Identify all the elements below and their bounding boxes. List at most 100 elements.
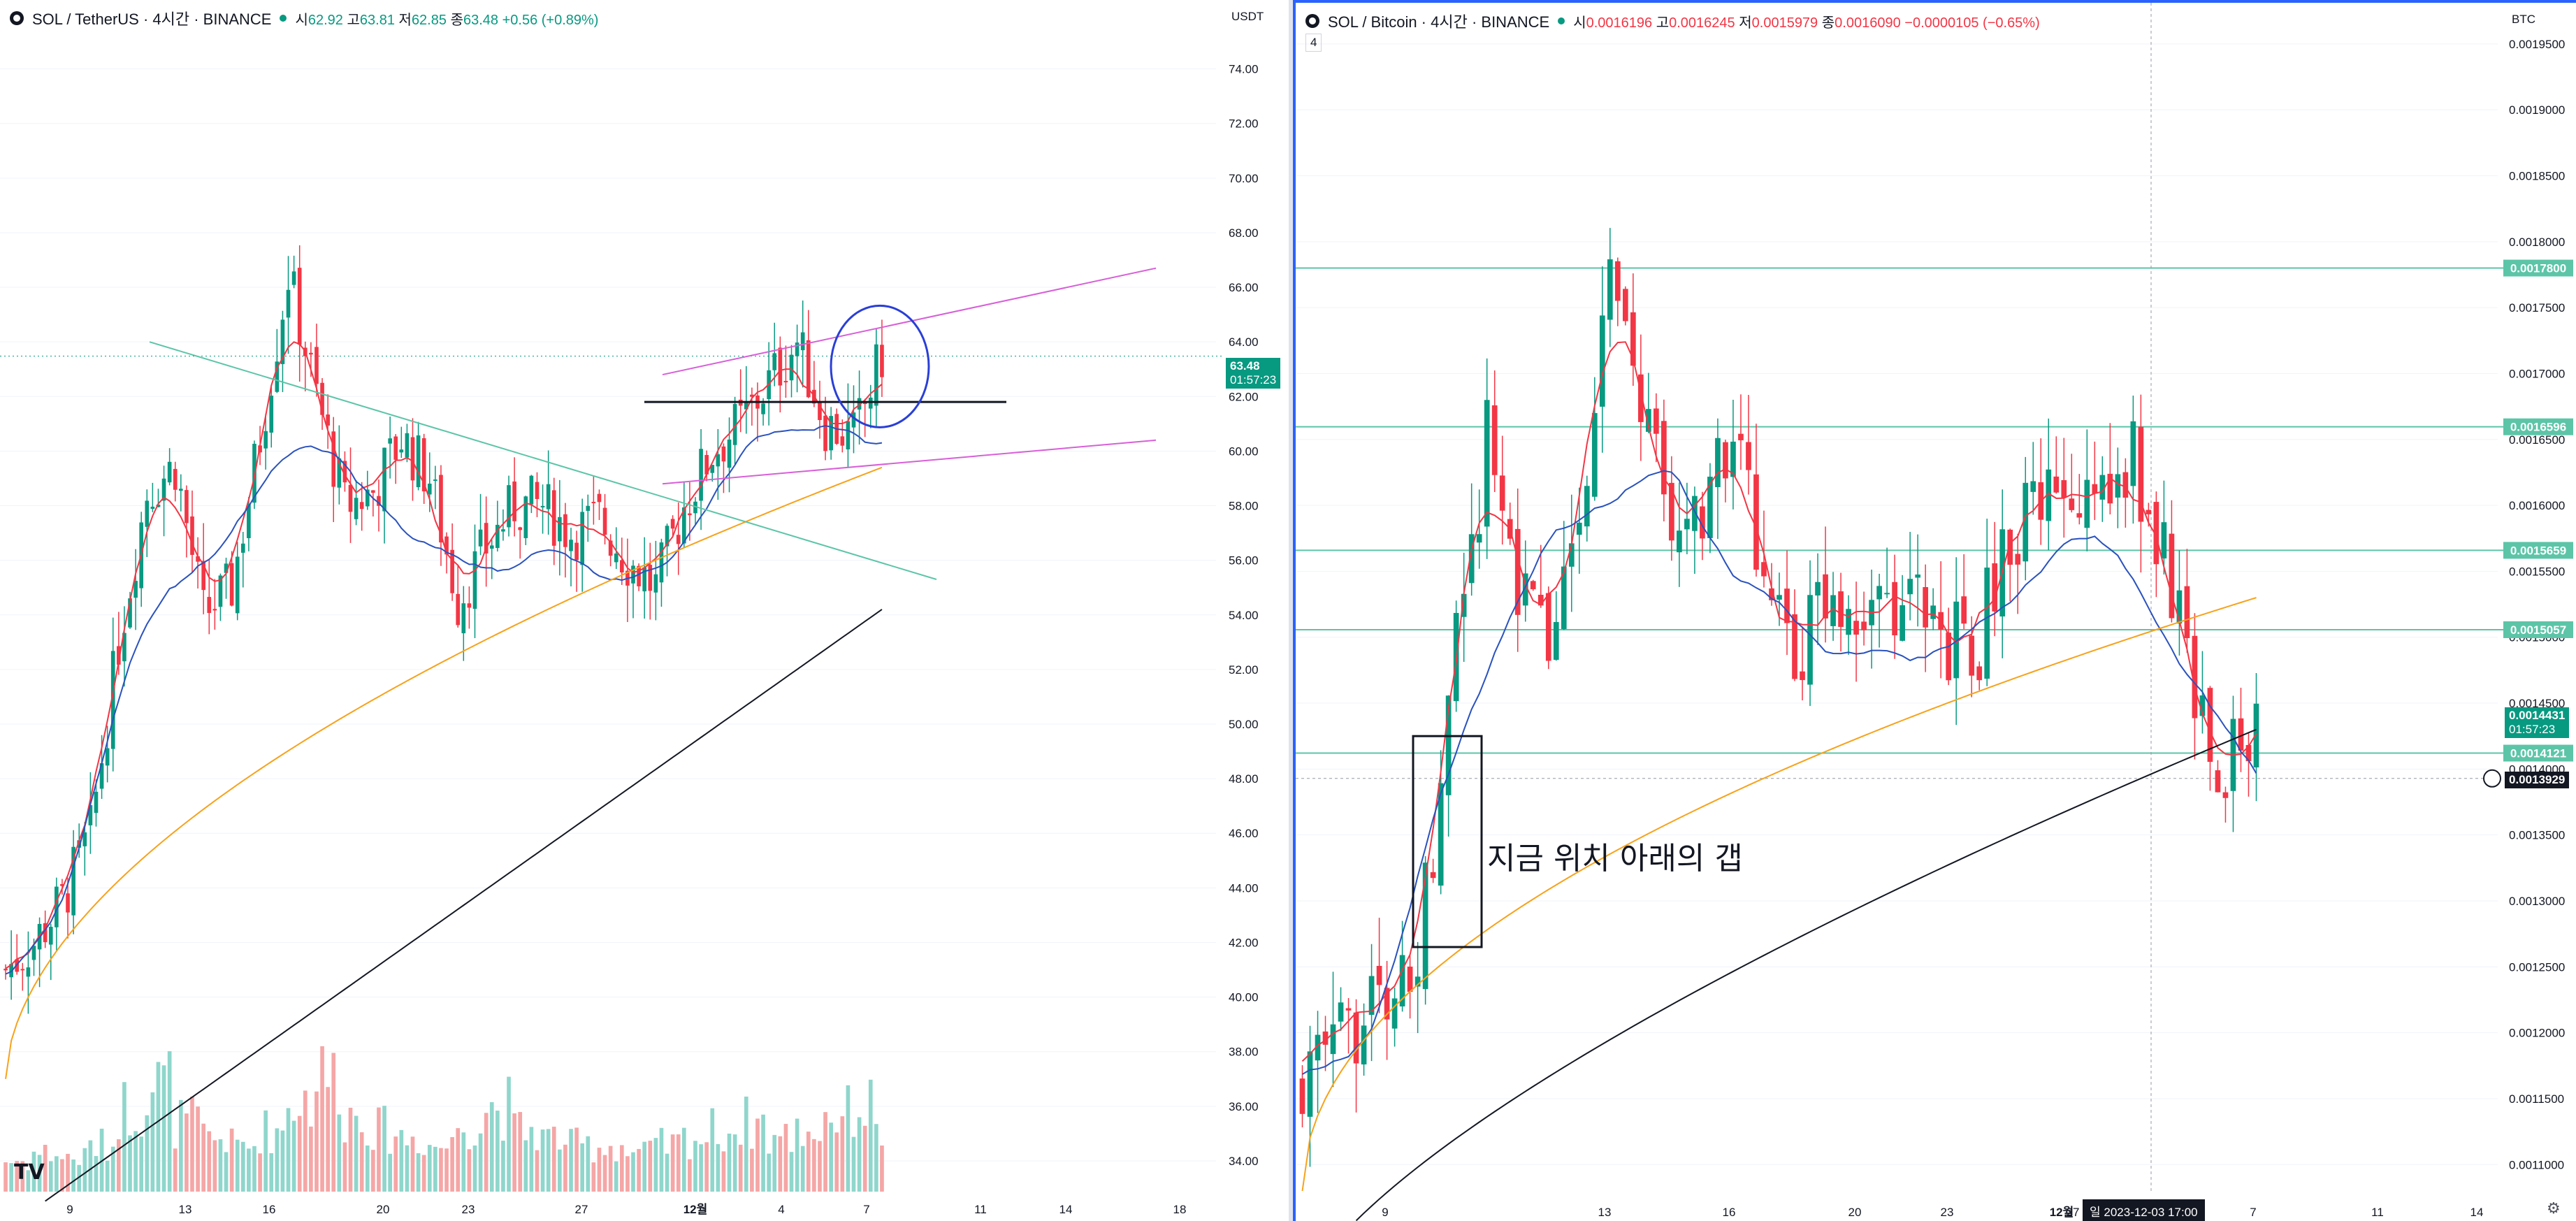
candle-body	[405, 433, 410, 458]
volume-bar	[880, 1146, 884, 1192]
candle-body	[1630, 312, 1636, 366]
volume-bar	[416, 1153, 421, 1192]
pane-divider[interactable]	[1289, 0, 1293, 1221]
volume-bar	[37, 1155, 42, 1192]
volume-bar	[388, 1153, 392, 1192]
candle-body	[862, 403, 867, 405]
candle-body	[2176, 590, 2183, 624]
candle-body	[461, 603, 466, 634]
volume-bar	[574, 1127, 579, 1192]
candle-body	[1330, 1024, 1336, 1055]
gap-highlight-box	[1412, 735, 1483, 948]
volume-bar	[178, 1099, 183, 1192]
candle-body	[427, 483, 432, 495]
volume-bar	[66, 1153, 70, 1192]
y-tick-label: 68.00	[1229, 226, 1259, 240]
candle-body	[110, 651, 115, 749]
candle-body	[212, 609, 217, 611]
candle-body	[1599, 315, 1605, 407]
candle-body	[1445, 695, 1452, 795]
candle-body	[1622, 289, 1628, 321]
candle-body	[795, 342, 799, 356]
volume-bar	[529, 1127, 534, 1192]
candle-body	[371, 490, 375, 493]
candle-body	[806, 340, 811, 398]
sol-usdt-chart[interactable]: 74.00 72.00 70.00 68.00 66.00 64.00 62.00 60.00…	[0, 0, 1289, 1221]
volume-bar	[840, 1116, 845, 1192]
candle-body	[1384, 988, 1390, 1020]
candle-body	[2030, 481, 2036, 492]
candle-body	[761, 403, 765, 414]
volume-bar	[156, 1062, 161, 1192]
volume-bar	[619, 1145, 624, 1192]
candle-body	[1561, 566, 1567, 630]
y-tick-label: 36.00	[1229, 1100, 1259, 1113]
volume-bar	[359, 1132, 364, 1192]
candle-body	[410, 437, 415, 481]
candle-body	[1700, 506, 1705, 539]
volume-bar	[772, 1134, 777, 1192]
volume-bar	[15, 1161, 20, 1192]
volume-bar	[862, 1125, 867, 1192]
candle-body	[495, 524, 500, 549]
x-tick-label: 14	[1059, 1203, 1073, 1216]
candle-body	[55, 886, 59, 927]
x-tick-label: 23	[1941, 1206, 1954, 1219]
candle-body	[105, 748, 110, 766]
candle-body	[178, 489, 183, 491]
x-tick-label: 9	[1382, 1206, 1388, 1219]
candle-body	[489, 545, 494, 549]
crosshair-add-icon	[2483, 769, 2501, 788]
candle-body	[608, 540, 613, 556]
volume-bar	[551, 1127, 556, 1192]
collapsed-indicators-badge[interactable]: 4	[1305, 34, 1322, 52]
volume-bar	[280, 1130, 285, 1192]
symbol-title[interactable]: SOL / TetherUS · 4시간 · BINANCE	[32, 10, 272, 28]
candle-body	[190, 516, 194, 555]
chart-pane-sol-btc[interactable]: 0.0019500 0.0019000 0.0018500 0.0018000 0.00…	[1293, 0, 2576, 1221]
volume-bar	[450, 1136, 454, 1192]
candle-body	[1361, 1025, 1367, 1064]
candle-body	[269, 396, 274, 433]
tradingview-logo-icon[interactable]: TV	[14, 1160, 45, 1185]
candle-body	[1591, 412, 1598, 497]
candle-body	[3, 969, 8, 971]
volume-bar	[229, 1128, 234, 1192]
candle-body	[1614, 261, 1621, 301]
currency-label[interactable]: BTC	[2512, 13, 2535, 26]
candle-body	[1607, 259, 1613, 320]
x-tick-label: 11	[974, 1203, 987, 1216]
volume-bar	[501, 1141, 505, 1192]
y-tick-label: 0.0017500	[2509, 301, 2565, 315]
candle-body	[1830, 595, 1836, 626]
settings-gear-icon[interactable]: ⚙	[2547, 1199, 2561, 1217]
candle-body	[156, 504, 161, 507]
candle-body	[1715, 438, 1721, 487]
volume-bar	[874, 1124, 878, 1192]
volume-bar	[427, 1145, 432, 1192]
level-price-tag	[2503, 542, 2573, 559]
candle-body	[297, 268, 302, 345]
candle-body	[501, 529, 505, 532]
y-tick-label: 0.0013000	[2509, 895, 2565, 908]
chart-pane-sol-usdt[interactable]: 74.00 72.00 70.00 68.00 66.00 64.00 62.00 60.00…	[0, 0, 1289, 1221]
candle-body	[196, 556, 200, 562]
currency-label[interactable]: USDT	[1231, 10, 1264, 23]
candle-body	[529, 475, 534, 505]
volume-bar	[43, 1144, 48, 1192]
candle-body	[229, 563, 234, 606]
y-tick-label: 56.00	[1229, 554, 1259, 568]
candle-body	[1414, 976, 1421, 987]
candle-body	[82, 832, 87, 846]
candle-body	[631, 565, 635, 584]
candle-body	[2215, 770, 2221, 793]
volume-bar	[778, 1136, 783, 1192]
candle-body	[653, 574, 658, 593]
ma-long-line	[45, 609, 883, 1202]
symbol-title[interactable]: SOL / Bitcoin · 4시간 · BINANCE	[1328, 13, 1550, 31]
sol-btc-chart[interactable]: 0.0019500 0.0019000 0.0018500 0.0018000 0.00…	[1296, 3, 2576, 1221]
volume-bar	[569, 1129, 573, 1192]
candle-body	[1807, 595, 1813, 685]
candle-body	[1892, 581, 1897, 635]
x-tick-label: 16	[263, 1203, 276, 1216]
